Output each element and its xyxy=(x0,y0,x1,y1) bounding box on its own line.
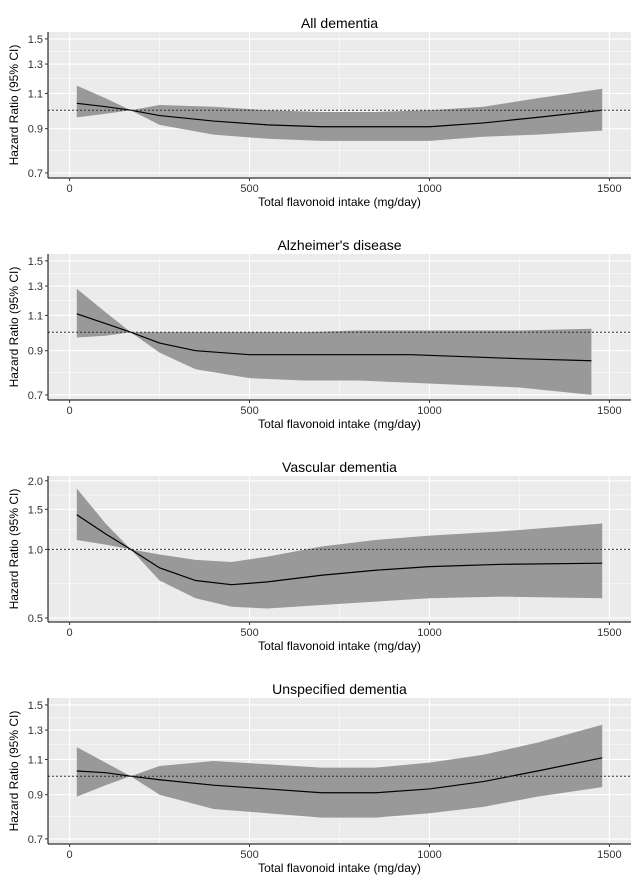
confidence-band xyxy=(76,488,603,609)
y-tick-label: 0.9 xyxy=(28,346,43,358)
hazard-ratio-line xyxy=(76,102,603,128)
x-tick-label: 500 xyxy=(240,627,258,639)
x-axis-label: Total flavonoid intake (mg/day) xyxy=(258,861,421,875)
panel-4: Unspecified dementia 0.7 0.9 1.1 1.3 1.5 0 500 1… xyxy=(7,681,631,875)
x-axis-label: Total flavonoid intake (mg/day) xyxy=(258,639,421,653)
y-axis-label: Hazard Ratio (95% CI) xyxy=(7,45,21,166)
hazard-ratio-line xyxy=(76,514,603,586)
y-tick-label: 1.1 xyxy=(28,310,43,322)
y-axis-label: Hazard Ratio (95% CI) xyxy=(7,711,21,832)
y-tick-label: 0.9 xyxy=(28,124,43,136)
x-tick-label: 1000 xyxy=(417,405,441,417)
y-tick-label: 1.1 xyxy=(28,754,43,766)
hazard-ratio-line xyxy=(76,313,592,362)
y-tick-label: 0.7 xyxy=(28,168,43,180)
y-tick-label: 1.5 xyxy=(28,34,43,46)
panel-title: Vascular dementia xyxy=(282,459,397,475)
y-tick-label: 0.7 xyxy=(28,834,43,846)
y-axis-label: Hazard Ratio (95% CI) xyxy=(7,489,21,610)
y-tick-label: 1.5 xyxy=(28,700,43,712)
confidence-band xyxy=(76,724,603,818)
x-tick-label: 1000 xyxy=(417,183,441,195)
y-tick-label: 0.7 xyxy=(28,390,43,402)
x-tick-label: 500 xyxy=(240,183,258,195)
y-tick-label: 1.5 xyxy=(28,504,43,516)
x-tick-label: 1000 xyxy=(417,627,441,639)
x-tick-label: 1500 xyxy=(597,627,621,639)
confidence-band xyxy=(76,85,603,141)
x-tick-label: 0 xyxy=(67,627,73,639)
panel-1: All dementia 0.7 0.9 1.1 1.3 1.5 0 500 1000 1500 T… xyxy=(7,15,631,209)
y-tick-label: 1.3 xyxy=(28,725,43,737)
panel-2: Alzheimer's disease 0.7 0.9 1.1 1.3 1.5 0 500 10… xyxy=(7,237,631,431)
x-tick-label: 1500 xyxy=(597,183,621,195)
x-tick-label: 1500 xyxy=(597,849,621,861)
y-tick-label: 0.9 xyxy=(28,790,43,802)
x-tick-label: 1000 xyxy=(417,849,441,861)
x-tick-label: 1500 xyxy=(597,405,621,417)
x-tick-label: 0 xyxy=(67,183,73,195)
y-tick-label: 1.5 xyxy=(28,256,43,268)
y-tick-label: 2.0 xyxy=(28,476,43,488)
panel-title: Alzheimer's disease xyxy=(277,237,401,253)
y-tick-label: 0.5 xyxy=(28,613,43,625)
y-axis-label: Hazard Ratio (95% CI) xyxy=(7,267,21,388)
x-tick-label: 500 xyxy=(240,849,258,861)
panel-title: Unspecified dementia xyxy=(272,681,407,697)
hazard-ratio-line xyxy=(76,757,603,794)
y-tick-label: 1.3 xyxy=(28,281,43,293)
x-tick-label: 0 xyxy=(67,849,73,861)
panel-title: All dementia xyxy=(301,15,378,31)
confidence-band xyxy=(76,288,592,395)
y-tick-label: 1.0 xyxy=(28,544,43,556)
x-axis-label: Total flavonoid intake (mg/day) xyxy=(258,195,421,209)
x-tick-label: 0 xyxy=(67,405,73,417)
x-tick-label: 500 xyxy=(240,405,258,417)
panel-3: Vascular dementia 0.5 1.0 1.5 2.0 0 500 1000 150… xyxy=(7,459,631,653)
y-tick-label: 1.3 xyxy=(28,59,43,71)
y-tick-label: 1.1 xyxy=(28,88,43,100)
x-axis-label: Total flavonoid intake (mg/day) xyxy=(258,417,421,431)
